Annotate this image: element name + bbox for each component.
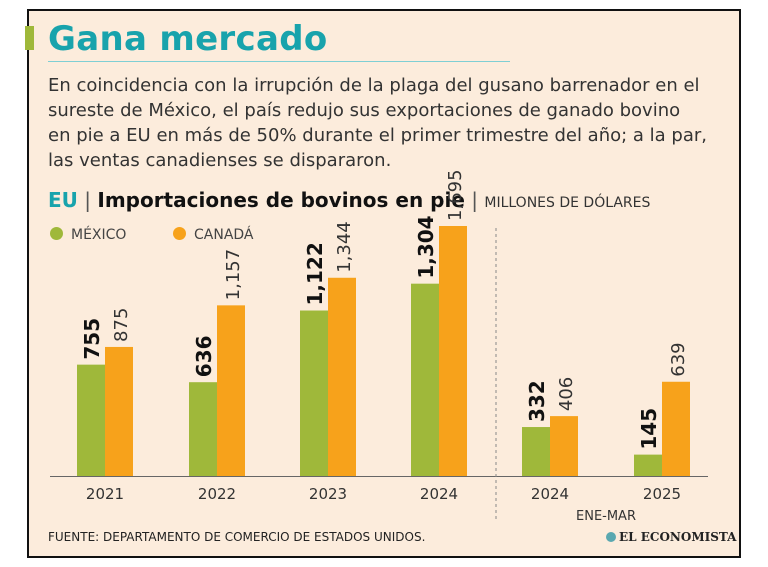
- legend-label-mexico: MÉXICO: [71, 227, 127, 243]
- bar-mexico: [189, 382, 217, 476]
- title-accent-bar: [25, 26, 34, 50]
- x-tick-label: 2024: [531, 485, 569, 503]
- data-label-mexico: 1,122: [303, 242, 327, 305]
- x-tick-label: 2023: [309, 485, 347, 503]
- data-label-mexico: 332: [525, 380, 549, 422]
- publisher-logo: EL ECONOMISTA: [606, 530, 736, 544]
- logo-text: EL ECONOMISTA: [619, 530, 737, 544]
- data-label-mexico: 145: [637, 408, 661, 450]
- chart-heading-separator-2: |: [471, 188, 479, 212]
- page-title: Gana mercado: [48, 19, 328, 59]
- logo-icon: [606, 532, 616, 542]
- bar-mexico: [411, 283, 439, 476]
- data-label-canada: 406: [556, 377, 577, 411]
- x-tick-label: 2021: [86, 485, 124, 503]
- data-label-mexico: 636: [192, 335, 216, 377]
- bar-canada: [550, 416, 578, 476]
- x-tick-label: 2022: [198, 485, 236, 503]
- bar-canada: [662, 381, 690, 476]
- legend-swatch-canada: [173, 227, 186, 240]
- legend-item-canada: CANADÁ: [173, 227, 254, 243]
- data-label-canada: 639: [668, 342, 689, 376]
- bar-mexico: [77, 364, 105, 476]
- data-label-canada: 1,157: [223, 249, 244, 301]
- title-divider: [48, 61, 510, 62]
- lede-paragraph: En coincidencia con la irrupción de la p…: [48, 75, 707, 171]
- legend-item-mexico: MÉXICO: [50, 227, 126, 243]
- chart-heading-region: EU: [48, 188, 78, 212]
- bar-canada: [439, 226, 467, 476]
- chart-heading-unit: MILLONES DE DÓLARES: [484, 195, 651, 211]
- legend-swatch-mexico: [50, 227, 63, 240]
- chart-card: [27, 9, 741, 558]
- bar-mexico: [634, 454, 662, 476]
- bar-canada: [217, 305, 245, 476]
- x-tick-label: 2025: [643, 485, 681, 503]
- legend-label-canada: CANADÁ: [194, 227, 254, 243]
- bar-mexico: [522, 427, 550, 476]
- period-label: ENE-MAR: [576, 509, 636, 524]
- data-label-mexico: 755: [80, 318, 104, 360]
- data-label-mexico: 1,304: [414, 215, 438, 278]
- chart-heading: EU | Importaciones de bovinos en pie | M…: [48, 188, 650, 212]
- x-tick-label: 2024: [420, 485, 458, 503]
- bar-canada: [105, 346, 133, 476]
- chart-heading-title: Importaciones de bovinos en pie: [97, 188, 465, 212]
- data-label-canada: 875: [111, 308, 132, 342]
- data-label-canada: 1,344: [334, 221, 355, 273]
- bar-mexico: [300, 310, 328, 476]
- source-note: FUENTE: DEPARTAMENTO DE COMERCIO DE ESTA…: [48, 530, 426, 544]
- bar-canada: [328, 277, 356, 476]
- data-label-canada: 1,695: [445, 169, 466, 221]
- chart-heading-separator: |: [84, 188, 92, 212]
